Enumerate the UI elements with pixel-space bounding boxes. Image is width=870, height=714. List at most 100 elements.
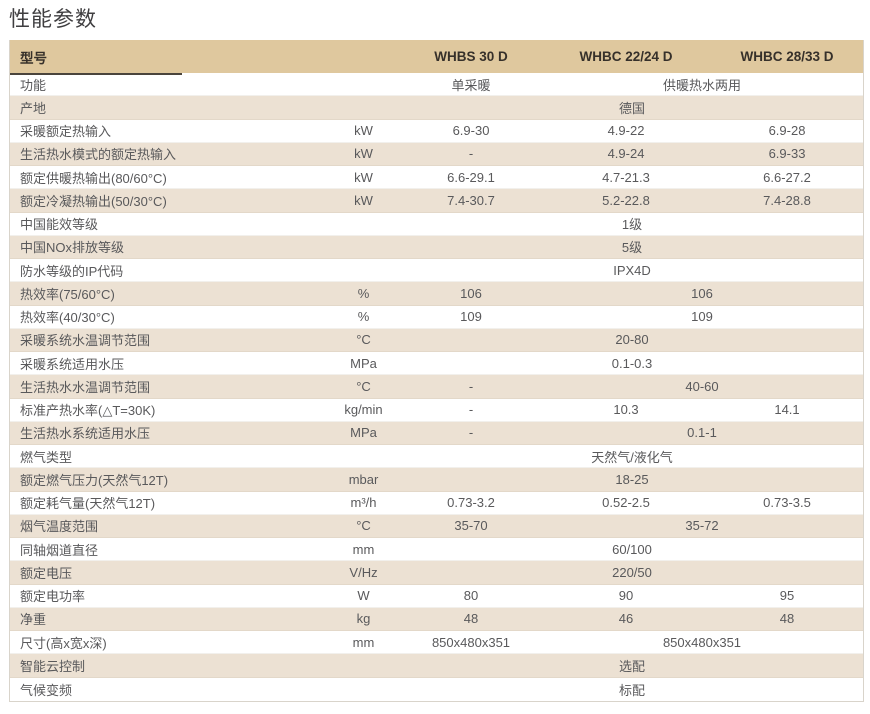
cell-value: 4.9-24 <box>607 146 645 162</box>
row-label: 额定电功率 <box>20 589 86 605</box>
row-label: 生活热水水温调节范围 <box>20 379 151 395</box>
table-row: 产地 德国 <box>10 96 863 120</box>
table-row: 额定电功率 W 80 90 95 <box>10 584 863 608</box>
row-label: 额定燃气压力(天然气12T) <box>20 472 169 488</box>
cell-value: 60/100 <box>612 541 652 557</box>
cell-value: 标配 <box>618 682 645 698</box>
cell-value: 7.4-30.7 <box>447 192 495 208</box>
row-unit: kg <box>356 611 371 627</box>
cell-value: 109 <box>460 309 482 325</box>
table-row: 额定供暖热输出(80/60°C) kW 6.6-29.1 4.7-21.3 6.6-27… <box>10 166 863 190</box>
cell-value: 220/50 <box>612 564 652 580</box>
cell-value: 10.3 <box>613 402 639 418</box>
row-unit: kW <box>354 192 373 208</box>
row-label: 防水等级的IP代码 <box>20 263 124 279</box>
table-row: 中国能效等级 1级 <box>10 212 863 236</box>
cell-value: 6.9-30 <box>452 123 490 139</box>
cell-value: 0.73-3.2 <box>447 495 495 511</box>
table-row: 生活热水系统适用水压 MPa - 0.1-1 <box>10 421 863 445</box>
row-label: 标准产热水率(△T=30K) <box>20 403 156 419</box>
cell-value: 20-80 <box>615 332 649 348</box>
table-row: 中国NOx排放等级 5级 <box>10 235 863 259</box>
row-label: 额定供暖热输出(80/60°C) <box>20 170 167 186</box>
page-title: 性能参数 <box>9 8 97 31</box>
table-row: 标准产热水率(△T=30K) kg/min - 10.3 14.1 <box>10 398 863 422</box>
table-row: 热效率(40/30°C)% 109 109 <box>10 305 863 329</box>
cell-value: 95 <box>779 588 795 604</box>
row-unit: MPa <box>350 425 377 441</box>
cell-value: 46 <box>618 611 634 627</box>
cell-value: 单采暖 <box>451 77 491 93</box>
cell-value: 供暖热水两用 <box>662 77 741 93</box>
cell-value: 14.1 <box>774 402 800 418</box>
row-label: 额定电压 <box>20 565 73 581</box>
cell-value: 7.4-28.8 <box>763 192 811 208</box>
cell-value: 1级 <box>621 217 643 233</box>
row-unit: mbar <box>348 471 379 487</box>
row-unit: °C <box>356 518 371 534</box>
row-unit: °C <box>356 332 371 348</box>
row-label: 热效率(75/60°C) <box>20 286 115 302</box>
cell-value: 4.7-21.3 <box>602 169 650 185</box>
table-row: 采暖系统水温调节范围 °C 20-80 <box>10 328 863 352</box>
table-row: 同轴烟道直径 mm 60/100 <box>10 538 863 562</box>
cell-value: IPX4D <box>613 262 651 278</box>
cell-value: 5级 <box>621 240 643 256</box>
row-unit: kW <box>354 146 373 162</box>
table-body: 功能 单采暖 供暖热水两用 产地 德国 采暖额定热输入 kW 6.9-30 4.9-22 6.9-… <box>10 73 863 701</box>
cell-value: 80 <box>463 588 479 604</box>
cell-value: 天然气/液化气 <box>591 449 673 465</box>
row-label: 智能云控制 <box>20 658 86 674</box>
cell-value: 48 <box>463 611 479 627</box>
row-unit: % <box>357 285 370 301</box>
row-unit: W <box>357 588 370 604</box>
row-label: 净重 <box>20 612 47 628</box>
row-label: 额定耗气量(天然气12T) <box>20 496 156 512</box>
row-unit: MPa <box>350 355 377 371</box>
cell-value: 850x480x351 <box>431 634 511 650</box>
table-row: 功能 单采暖 供暖热水两用 <box>10 73 863 97</box>
row-label: 采暖系统水温调节范围 <box>20 333 151 349</box>
table-row: 额定冷凝热输出(50/30°C) kW 7.4-30.7 5.2-22.8 7.4-28… <box>10 189 863 213</box>
cell-value: 109 <box>691 309 713 325</box>
cell-value: 6.9-28 <box>768 123 806 139</box>
cell-value: - <box>468 425 474 441</box>
row-unit: kW <box>354 169 373 185</box>
cell-value: 0.52-2.5 <box>602 495 650 511</box>
cell-value: 35-72 <box>685 518 719 534</box>
row-label: 功能 <box>20 77 47 93</box>
column-header-model-label: 型号 <box>20 50 47 66</box>
row-label: 生活热水系统适用水压 <box>20 426 151 442</box>
cell-value: 德国 <box>618 100 645 116</box>
row-label: 同轴烟道直径 <box>20 542 99 558</box>
table-row: 生活热水水温调节范围 °C - 40-60 <box>10 375 863 399</box>
cell-value: 0.73-3.5 <box>763 495 811 511</box>
cell-value: 40-60 <box>685 378 719 394</box>
cell-value: 6.9-33 <box>768 146 806 162</box>
table-row: 额定耗气量(天然气12T) m³/h 0.73-3.2 0.52-2.5 0.73-3.… <box>10 491 863 515</box>
row-unit: V/Hz <box>349 564 378 580</box>
table-row: 气候变频 标配 <box>10 677 863 701</box>
table-row: 防水等级的IP代码 IPX4D <box>10 259 863 283</box>
cell-value: 850x480x351 <box>662 634 742 650</box>
cell-value: 选配 <box>618 658 645 674</box>
cell-value: - <box>468 378 474 394</box>
table-row: 生活热水模式的额定热输入 kW - 4.9-24 6.9-33 <box>10 142 863 166</box>
header-underline <box>10 73 182 75</box>
row-label: 气候变频 <box>20 682 73 698</box>
table-row: 尺寸(高x宽x深) mm 850x480x351 850x480x351 <box>10 631 863 655</box>
row-unit: m³/h <box>350 495 377 511</box>
cell-value: 0.1-0.3 <box>611 355 653 371</box>
row-label: 采暖系统适用水压 <box>20 356 125 372</box>
table-row: 额定燃气压力(天然气12T) mbar 18-25 <box>10 468 863 492</box>
row-unit: mm <box>352 541 375 557</box>
row-label: 额定冷凝热输出(50/30°C) <box>20 193 167 209</box>
table-row: 热效率(75/60°C)% 106 106 <box>10 282 863 306</box>
row-label: 尺寸(高x宽x深) <box>20 635 107 651</box>
row-label: 产地 <box>20 100 47 116</box>
row-unit: kW <box>354 123 373 139</box>
cell-value: 18-25 <box>615 471 649 487</box>
cell-value: 35-70 <box>454 518 488 534</box>
table-row: 智能云控制 选配 <box>10 654 863 678</box>
